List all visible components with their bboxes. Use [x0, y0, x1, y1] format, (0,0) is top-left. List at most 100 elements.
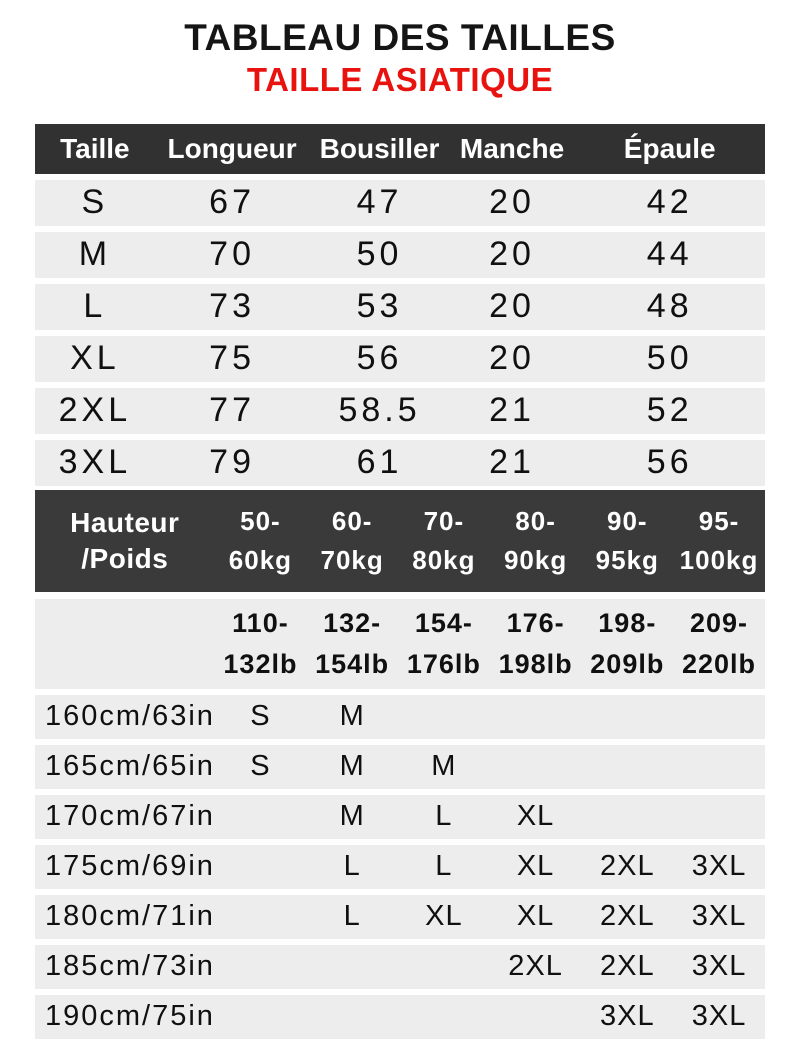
height-label: 160cm/63in — [45, 700, 215, 733]
bousiller-value: 61 — [356, 443, 403, 482]
size-row-s: S 67 47 20 42 — [35, 179, 765, 226]
manche-value: 20 — [489, 339, 535, 378]
manche-value: 20 — [489, 287, 535, 326]
fit-cell: XL — [516, 900, 555, 933]
size-row-2xl: 2XL 77 58.5 21 52 — [35, 387, 765, 434]
size-label: XL — [70, 339, 120, 378]
bousiller-value: 53 — [356, 287, 403, 326]
page-subtitle: TAILLE ASIATIQUE — [246, 61, 554, 99]
fit-cell: 2XL — [600, 900, 655, 933]
epaule-value: 50 — [646, 339, 693, 378]
fit-cell: S — [250, 700, 271, 733]
measurements-table: Taille Longueur Bousiller Manche Épaule … — [35, 123, 765, 486]
weight-col-60-70kg: 60- 70kg — [320, 505, 384, 575]
fit-cell: XL — [425, 900, 463, 933]
weight-col-209-220lb: 209- 220lb — [682, 608, 757, 679]
measurements-header-row: Taille Longueur Bousiller Manche Épaule — [35, 123, 765, 174]
height-label: 175cm/69in — [45, 850, 215, 883]
height-row-175: 175cm/69in L L XL 2XL 3XL — [35, 844, 765, 889]
longueur-value: 73 — [209, 287, 255, 326]
manche-value: 21 — [489, 443, 535, 482]
height-label: 185cm/73in — [45, 950, 215, 983]
fit-cell: L — [343, 900, 361, 933]
epaule-value: 48 — [646, 287, 693, 326]
weight-lb-row: 110- 132lb 132- 154lb 154- 176lb 176- 19… — [35, 598, 765, 689]
column-header-bousiller: Bousiller — [319, 132, 440, 164]
height-row-185: 185cm/73in 2XL 2XL 3XL — [35, 944, 765, 989]
longueur-value: 79 — [209, 443, 255, 482]
column-header-manche: Manche — [459, 132, 565, 164]
manche-value: 20 — [489, 235, 535, 274]
column-header-taille: Taille — [60, 132, 130, 164]
bousiller-value: 58.5 — [338, 391, 421, 430]
column-header-epaule: Épaule — [623, 132, 716, 164]
manche-value: 20 — [489, 183, 535, 222]
weight-col-132-154lb: 132- 154lb — [315, 608, 390, 679]
fit-cell: L — [435, 850, 453, 883]
size-label: 3XL — [58, 443, 132, 482]
fit-cell: 3XL — [691, 850, 747, 883]
fit-cell: 2XL — [508, 950, 563, 983]
fit-cell: M — [339, 800, 365, 833]
epaule-value: 52 — [646, 391, 693, 430]
fit-cell: XL — [516, 800, 555, 833]
epaule-value: 56 — [646, 443, 693, 482]
size-label: M — [78, 235, 112, 274]
fit-cell: XL — [516, 850, 555, 883]
size-label: 2XL — [58, 391, 132, 430]
height-row-180: 180cm/71in L XL XL 2XL 3XL — [35, 894, 765, 939]
weight-col-50-60kg: 50- 60kg — [228, 505, 293, 575]
size-row-l: L 73 53 20 48 — [35, 283, 765, 330]
fit-cell: 3XL — [691, 950, 747, 983]
page-title: TABLEAU DES TAILLES — [184, 17, 616, 58]
height-weight-table: Hauteur /Poids 50- 60kg 60- 70kg 70- 80k… — [35, 489, 765, 1039]
height-label: 165cm/65in — [45, 750, 215, 783]
size-label: L — [83, 287, 107, 326]
longueur-value: 77 — [209, 391, 255, 430]
height-row-170: 170cm/67in M L XL — [35, 794, 765, 839]
longueur-value: 75 — [209, 339, 255, 378]
size-row-3xl: 3XL 79 61 21 56 — [35, 439, 765, 486]
height-label: 170cm/67in — [45, 800, 215, 833]
epaule-value: 44 — [646, 235, 693, 274]
weight-col-176-198lb: 176- 198lb — [498, 608, 573, 679]
weight-col-154-176lb: 154- 176lb — [406, 608, 481, 679]
size-label: S — [81, 183, 109, 222]
fit-cell: 3XL — [691, 900, 747, 933]
tables-container: Taille Longueur Bousiller Manche Épaule … — [35, 123, 765, 1039]
weight-header-row: Hauteur /Poids 50- 60kg 60- 70kg 70- 80k… — [35, 489, 765, 592]
height-label: 180cm/71in — [45, 900, 215, 933]
weight-col-90-95kg: 90- 95kg — [595, 505, 659, 575]
bousiller-value: 50 — [356, 235, 403, 274]
weight-col-198-209lb: 198- 209lb — [590, 608, 665, 679]
longueur-value: 70 — [209, 235, 255, 274]
manche-value: 21 — [489, 391, 535, 430]
fit-cell: 3XL — [600, 1000, 655, 1033]
fit-cell: L — [343, 850, 361, 883]
fit-cell: L — [435, 800, 453, 833]
fit-cell: M — [339, 750, 365, 783]
fit-cell: M — [431, 750, 457, 783]
weight-col-80-90kg: 80- 90kg — [503, 505, 568, 575]
bousiller-value: 47 — [356, 183, 403, 222]
column-header-longueur: Longueur — [167, 132, 297, 164]
fit-cell: S — [250, 750, 271, 783]
epaule-value: 42 — [646, 183, 693, 222]
fit-cell: 3XL — [691, 1000, 747, 1033]
weight-col-110-132lb: 110- 132lb — [223, 608, 298, 679]
weight-col-70-80kg: 70- 80kg — [412, 505, 476, 575]
fit-cell: 2XL — [600, 950, 655, 983]
bousiller-value: 56 — [356, 339, 403, 378]
height-row-190: 190cm/75in 3XL 3XL — [35, 994, 765, 1039]
height-row-160: 160cm/63in S M — [35, 694, 765, 739]
longueur-value: 67 — [209, 183, 255, 222]
corner-label-hauteur-poids: Hauteur /Poids — [70, 506, 180, 574]
size-row-xl: XL 75 56 20 50 — [35, 335, 765, 382]
fit-cell: M — [339, 700, 365, 733]
height-row-165: 165cm/65in S M M — [35, 744, 765, 789]
weight-col-95-100kg: 95- 100kg — [679, 505, 759, 575]
size-row-m: M 70 50 20 44 — [35, 231, 765, 278]
height-label: 190cm/75in — [45, 1000, 215, 1033]
fit-cell: 2XL — [600, 850, 655, 883]
